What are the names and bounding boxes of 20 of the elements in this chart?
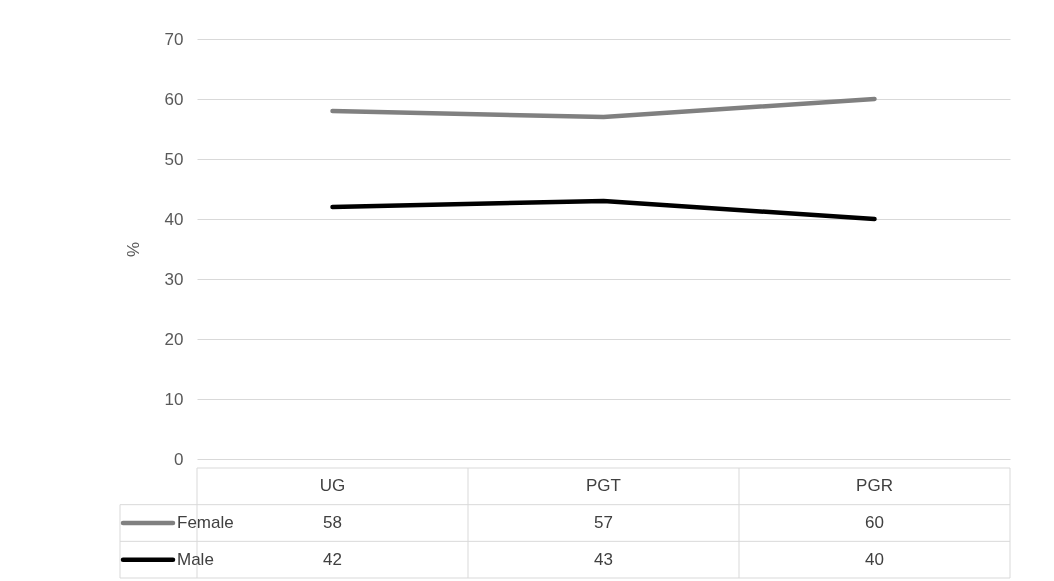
y-tick-label: 60 [164,89,184,109]
legend-label: Male [177,549,214,569]
y-tick-label: 20 [164,329,184,349]
y-tick-label: 70 [164,29,184,49]
y-axis-title: % [123,241,143,258]
legend-label: Female [177,513,234,532]
y-tick-label: 0 [174,449,184,469]
data-label: 43 [594,549,613,569]
x-tick-label: PGR [856,476,893,496]
data-label: 60 [865,513,884,532]
y-tick-label: 40 [164,209,184,229]
data-label: 58 [323,513,342,532]
y-tick-label: 30 [164,269,184,289]
x-tick-label: UG [319,476,346,496]
data-label: 57 [594,513,613,532]
data-label: 42 [323,549,342,569]
y-tick-label: 10 [164,389,184,409]
x-tick-label: PGT [586,476,621,496]
data-label: 40 [865,549,884,569]
y-tick-label: 50 [164,149,184,169]
